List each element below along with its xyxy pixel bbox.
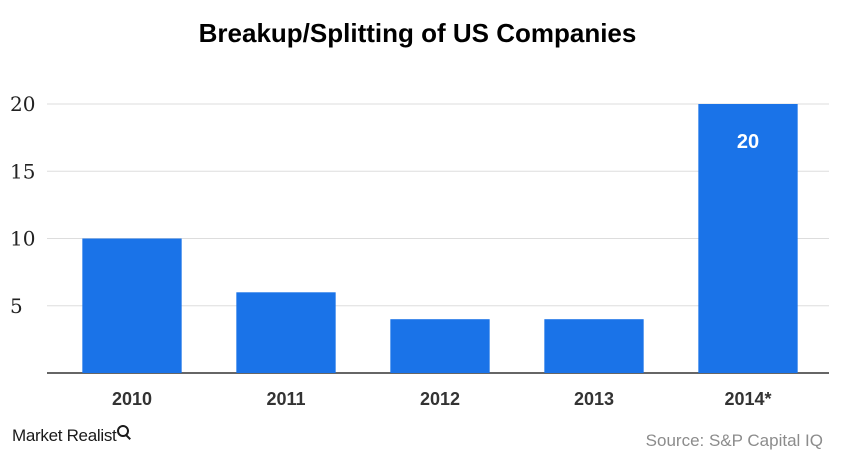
data-labels: 20 (737, 131, 759, 153)
magnifier-icon (117, 425, 132, 440)
bar (236, 292, 336, 373)
x-tick-label: 2011 (266, 389, 305, 409)
x-tick-label: 2014* (724, 389, 771, 409)
y-tick-label: 20 (10, 92, 35, 116)
bar (698, 104, 798, 373)
brand-name: Market Realist (12, 426, 117, 445)
x-axis-ticks: 2010 2011 2012 2013 2014* (112, 389, 772, 409)
x-tick-label: 2012 (420, 389, 460, 409)
data-label: 20 (737, 131, 759, 153)
x-tick-label: 2013 (574, 389, 614, 409)
bar (544, 319, 644, 373)
bars (82, 104, 798, 373)
source-note: Source: S&P Capital IQ (645, 431, 823, 450)
y-tick-label: 5 (10, 294, 23, 318)
chart-title: Breakup/Splitting of US Companies (198, 18, 637, 48)
y-tick-label: 15 (10, 159, 35, 183)
bar (390, 319, 490, 373)
x-tick-label: 2010 (112, 389, 152, 409)
bar (82, 238, 182, 373)
y-axis-ticks: 20 15 10 5 (10, 92, 35, 318)
y-tick-label: 10 (10, 227, 35, 251)
brand-logo: Market Realist (12, 425, 132, 446)
